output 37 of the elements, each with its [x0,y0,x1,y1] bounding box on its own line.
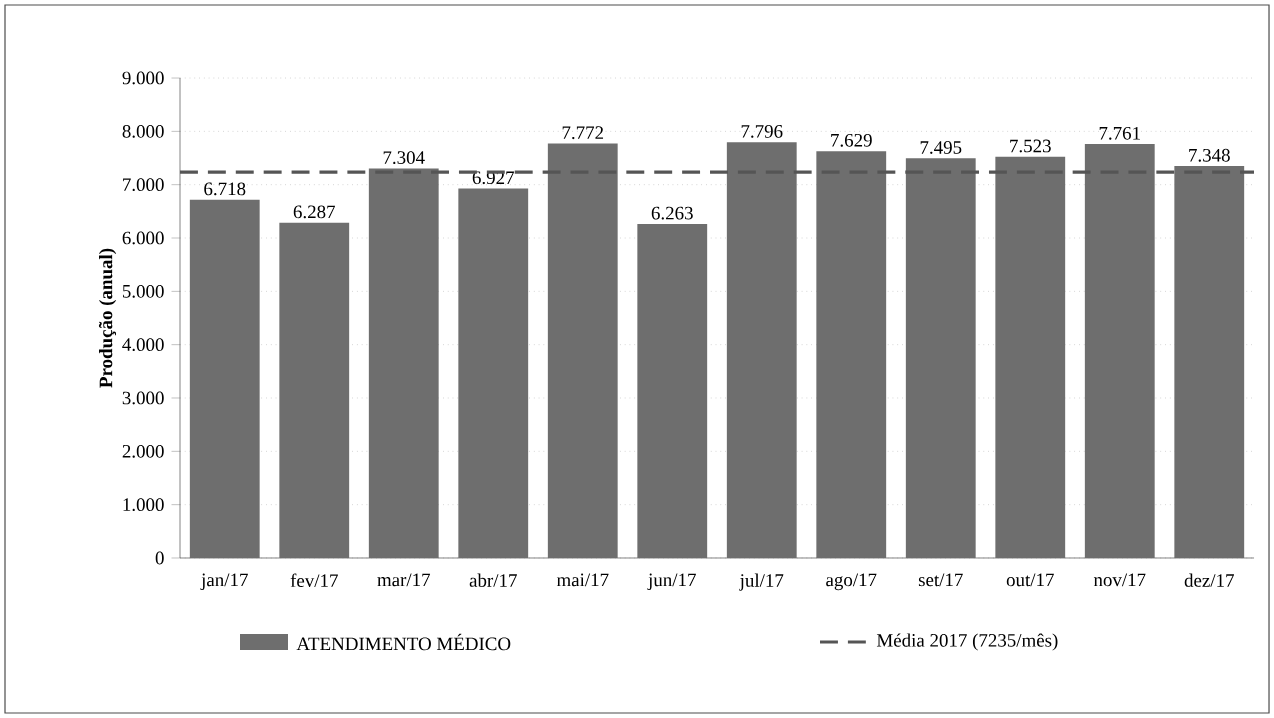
x-tick-label: jan/17 [200,573,248,591]
legend-label: Média 2017 (7235/mês) [876,633,1058,651]
data-label: 7.495 [920,141,962,154]
data-label: 6.263 [651,206,693,220]
x-tick-label: ago/17 [826,573,877,591]
y-tick-label: 5.000 [122,284,164,298]
data-label: 7.796 [741,125,783,138]
x-tick-label: dez/17 [1184,573,1234,587]
y-tick-label: 8.000 [122,124,164,138]
data-label: 7.304 [383,151,425,165]
data-label: 7.523 [1010,139,1051,153]
x-tick-label: nov/17 [1093,573,1146,587]
y-tick-label: 1.000 [123,498,164,512]
data-label: 6.718 [204,182,246,196]
x-tick-label: jun/17 [647,573,696,591]
y-tick-label: 4.000 [122,338,164,352]
x-tick-label: fev/17 [290,573,338,588]
y-tick-label: 2.000 [122,444,164,458]
data-label: 7.629 [831,133,872,147]
x-tick-label: set/17 [918,573,963,587]
data-label: 7.348 [1189,148,1230,162]
x-tick-label: out/17 [1006,573,1054,587]
data-label: 7.772 [562,126,604,140]
x-tick-label: mai/17 [556,573,609,587]
x-tick-label: mar/17 [377,573,431,587]
y-tick-label: 9.000 [122,71,164,85]
legend-label: ATENDIMENTO MÉDICO [296,633,511,651]
data-label: 7.761 [1099,126,1140,140]
x-tick-label: abr/17 [469,573,517,587]
x-tick-label: jul/17 [739,573,784,591]
y-tick-label: 3.000 [122,391,164,405]
y-tick-label: 0 [155,551,164,565]
y-tick-label: 7.000 [123,178,164,192]
y-tick-label: 6.000 [122,231,164,245]
y-axis-title: Produção (anual) [98,248,117,388]
data-label: 6.287 [293,205,336,219]
data-label: 6.927 [472,171,515,185]
